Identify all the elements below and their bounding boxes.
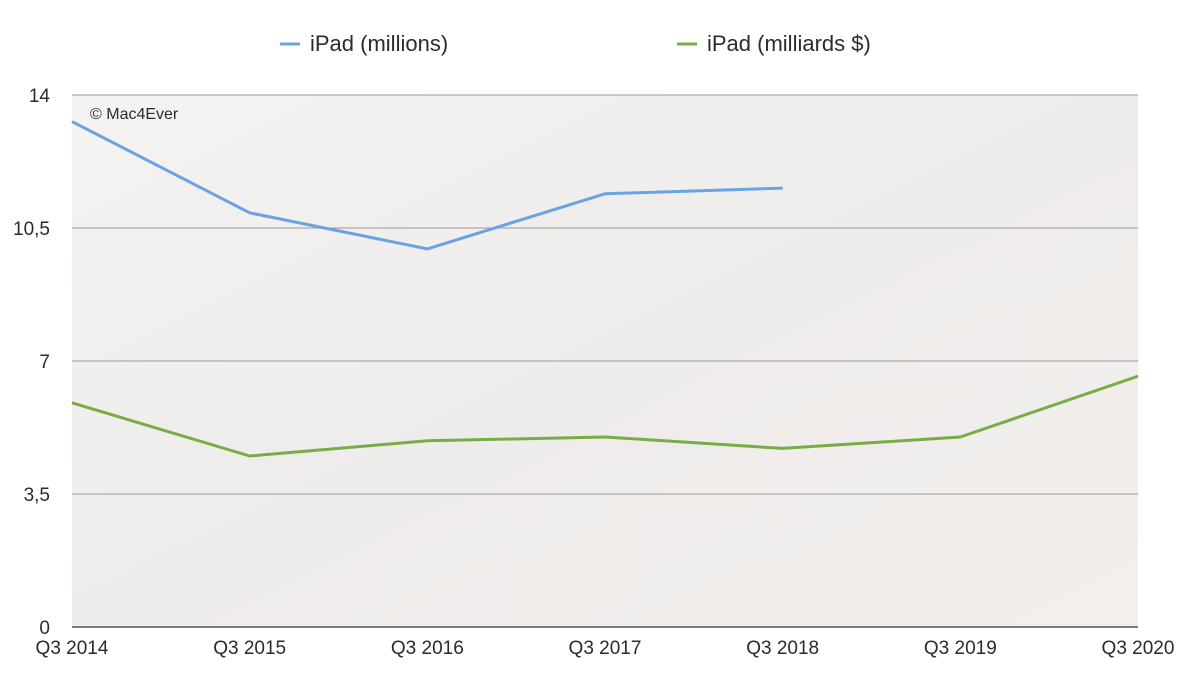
y-tick-label: 14: [29, 86, 51, 107]
x-tick-label: Q3 2016: [391, 638, 464, 659]
legend-label: iPad (milliards $): [707, 31, 871, 56]
legend-label: iPad (millions): [310, 31, 448, 56]
x-tick-label: Q3 2020: [1102, 638, 1175, 659]
x-tick-label: Q3 2019: [924, 638, 997, 659]
y-tick-label: 7: [39, 352, 50, 373]
x-tick-label: Q3 2017: [569, 638, 642, 659]
series-line: [71, 120, 783, 251]
annotation: © Mac4Ever: [90, 106, 179, 123]
y-tick-label: 3,5: [24, 485, 50, 506]
series-line: [71, 374, 1139, 458]
x-tick-label: Q3 2018: [746, 638, 819, 659]
y-tick-label: 10,5: [13, 219, 50, 240]
x-tick-label: Q3 2015: [213, 638, 286, 659]
y-tick-label: 0: [39, 618, 50, 639]
x-tick-label: Q3 2014: [36, 638, 109, 659]
